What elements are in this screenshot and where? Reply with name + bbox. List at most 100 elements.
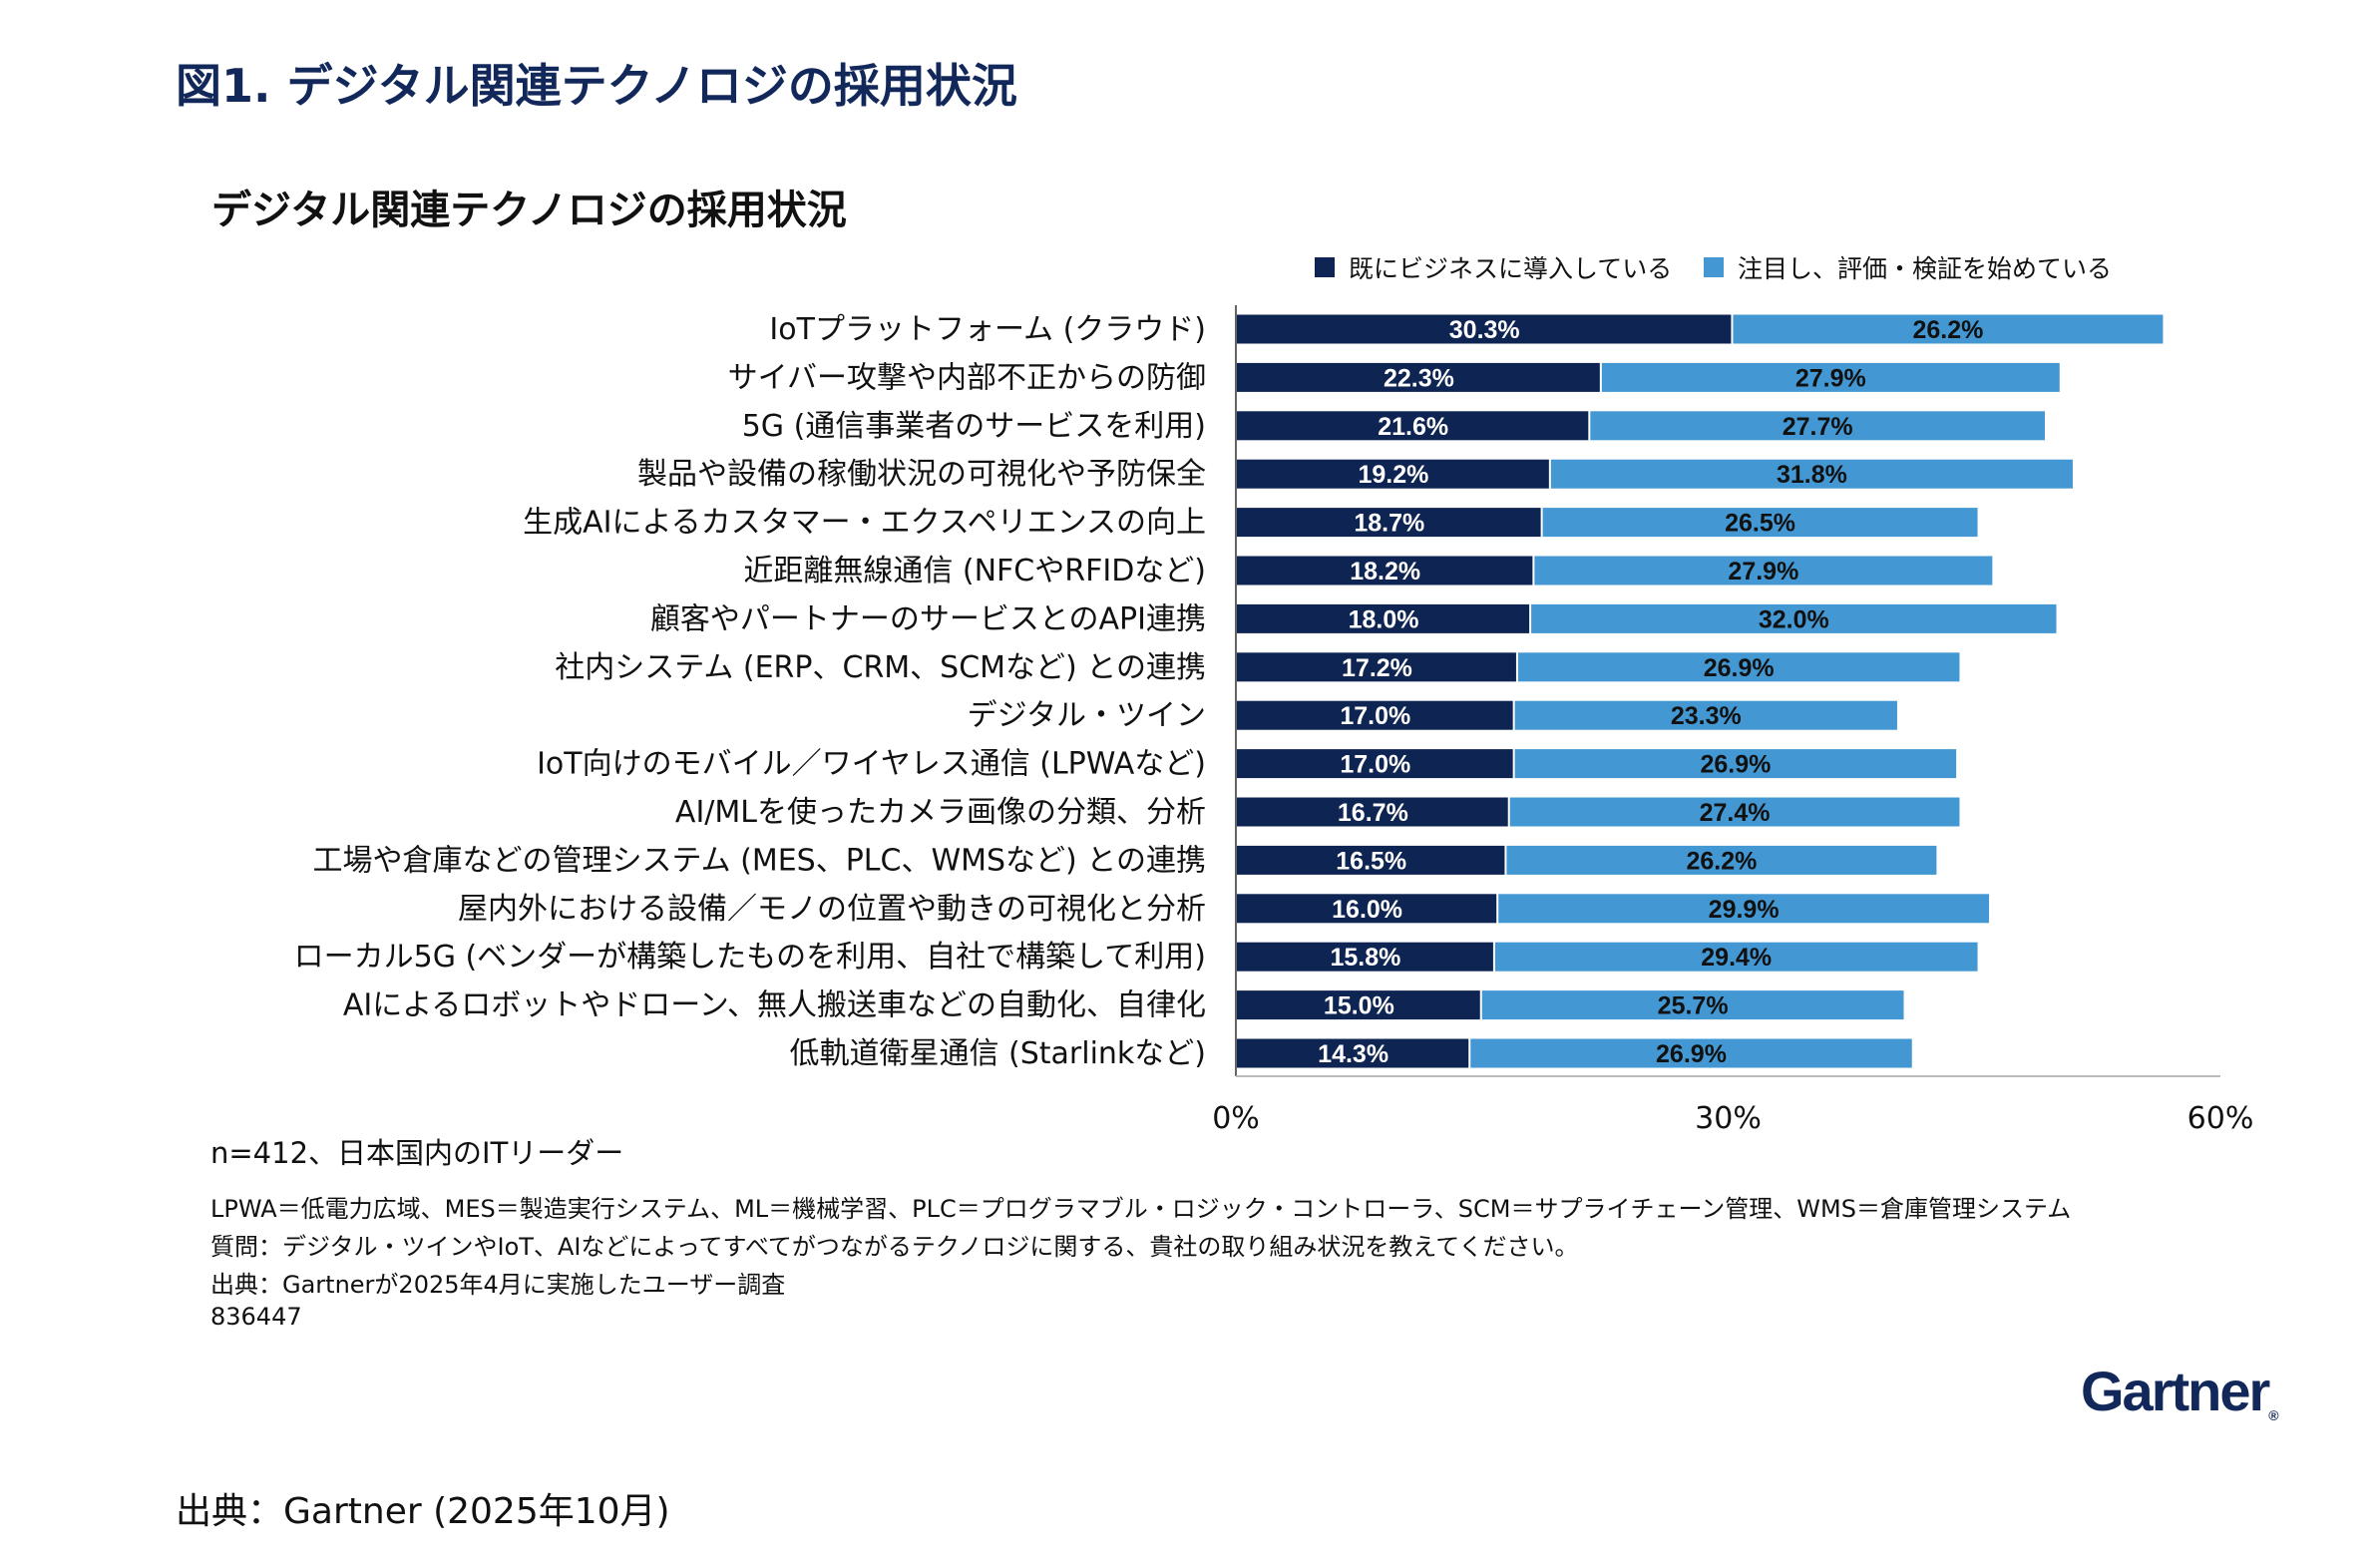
bar-adopted: [1236, 314, 1732, 344]
data-label: 22.3%: [1384, 364, 1454, 392]
bar-adopted: [1236, 652, 1516, 682]
data-label: 16.5%: [1336, 847, 1406, 875]
bar-considering: [1498, 894, 1990, 924]
chart-title: デジタル関連テクノロジの採用状況: [211, 188, 847, 233]
bar-considering: [1514, 749, 1957, 779]
bar-considering: [1550, 459, 2073, 489]
abbreviation-note: LPWA＝低電力広域、MES＝製造実行システム、ML＝機械学習、PLC＝プログラ…: [210, 1195, 2072, 1223]
gartner-logo: Gartner®: [2081, 1360, 2279, 1423]
source-caption: 出典：Gartner (2025年10月): [176, 1491, 670, 1532]
bar-adopted: [1236, 990, 1480, 1020]
bar-adopted: [1236, 603, 1530, 633]
data-label: 31.8%: [1777, 461, 1847, 489]
bar-adopted: [1236, 1038, 1469, 1068]
data-label: 21.6%: [1378, 413, 1448, 441]
sample-note: n=412、日本国内のITリーダー: [210, 1136, 624, 1170]
category-label: 屋内外における設備／モノの位置や動きの可視化と分析: [458, 892, 1206, 927]
data-label: 27.9%: [1795, 364, 1866, 392]
category-label: サイバー攻撃や内部不正からの防御: [728, 360, 1206, 395]
bar-considering: [1534, 556, 1993, 586]
category-label: 工場や倉庫などの管理システム (MES、PLC、WMSなど) との連携: [312, 843, 1206, 878]
data-label: 27.7%: [1783, 413, 1853, 441]
document-id: 836447: [210, 1303, 302, 1331]
bar-adopted: [1236, 894, 1497, 924]
category-label: 近距離無線通信 (NFCやRFIDなど): [743, 554, 1206, 588]
category-label: 社内システム (ERP、CRM、SCMなど) との連携: [555, 650, 1206, 685]
bar-adopted: [1236, 942, 1493, 972]
data-label: 26.9%: [1700, 751, 1771, 779]
category-label: 5G (通信事業者のサービスを利用): [742, 409, 1206, 444]
data-label: 17.0%: [1340, 702, 1410, 730]
data-label: 26.9%: [1656, 1040, 1727, 1068]
data-label: 26.5%: [1725, 510, 1795, 538]
bar-chart: IoTプラットフォーム (クラウド) 30.3% 26.2% サイバー攻撃や内部不正か…: [294, 305, 2254, 1136]
data-label: 29.9%: [1709, 896, 1780, 924]
bar-adopted: [1236, 459, 1549, 489]
data-label: 16.0%: [1332, 896, 1402, 924]
bar-considering: [1531, 603, 2057, 633]
data-label: 16.7%: [1338, 799, 1408, 827]
bar-considering: [1601, 362, 2060, 392]
data-label: 19.2%: [1358, 461, 1428, 489]
category-label: AI/MLを使ったカメラ画像の分類、分析: [675, 795, 1206, 830]
data-label: 29.4%: [1701, 944, 1772, 972]
survey-source-note: 出典：Gartnerが2025年4月に実施したユーザー調査: [210, 1271, 786, 1299]
legend-swatch-adopted: [1315, 257, 1335, 277]
bar-adopted: [1236, 797, 1508, 827]
legend-item-considering: 注目し、評価・検証を始めている: [1704, 249, 2112, 285]
bar-considering: [1733, 314, 2164, 344]
data-label: 18.2%: [1350, 558, 1420, 586]
logo-text: Gartner: [2081, 1360, 2270, 1422]
category-label: IoT向けのモバイル／ワイヤレス通信 (LPWAなど): [537, 747, 1206, 782]
data-label: 15.8%: [1331, 944, 1401, 972]
category-label: AIによるロボットやドローン、無人搬送車などの自動化、自律化: [343, 988, 1206, 1023]
bar-considering: [1470, 1038, 1912, 1068]
data-label: 17.2%: [1342, 654, 1412, 682]
data-label: 14.3%: [1318, 1040, 1388, 1068]
data-label: 17.0%: [1340, 751, 1410, 779]
category-label: デジタル・ツイン: [968, 698, 1206, 733]
data-label: 27.9%: [1728, 558, 1798, 586]
legend-item-adopted: 既にビジネスに導入している: [1315, 249, 1672, 285]
category-label: ローカル5G (ベンダーが構築したものを利用、自社で構築して利用): [294, 940, 1206, 975]
data-label: 15.0%: [1324, 992, 1394, 1020]
bar-considering: [1590, 411, 2045, 441]
x-tick-label: 0%: [1212, 1101, 1260, 1136]
category-label: 製品や設備の稼働状況の可視化や予防保全: [637, 457, 1206, 492]
bar-considering: [1542, 508, 1978, 538]
bar-adopted: [1236, 362, 1600, 392]
bar-considering: [1514, 700, 1897, 730]
x-tick-label: 30%: [1695, 1101, 1762, 1136]
legend-label: 既にビジネスに導入している: [1349, 254, 1673, 283]
data-label: 26.9%: [1704, 654, 1775, 682]
data-label: 18.7%: [1354, 510, 1424, 538]
data-label: 25.7%: [1658, 992, 1729, 1020]
question-note: 質問：デジタル・ツインやIoT、AIなどによってすべてがつながるテクノロジに関す…: [210, 1233, 1579, 1261]
bar-adopted: [1236, 700, 1513, 730]
bar-considering: [1494, 942, 1978, 972]
bar-adopted: [1236, 508, 1541, 538]
data-label: 30.3%: [1449, 316, 1520, 344]
data-label: 26.2%: [1912, 316, 1983, 344]
category-label: 顧客やパートナーのサービスとのAPI連携: [650, 601, 1206, 636]
category-label: 低軌道衛星通信 (Starlinkなど): [789, 1036, 1206, 1071]
category-label: 生成AIによるカスタマー・エクスペリエンスの向上: [523, 506, 1206, 541]
bar-adopted: [1236, 556, 1533, 586]
data-label: 23.3%: [1671, 702, 1742, 730]
bar-considering: [1509, 797, 1960, 827]
category-label: IoTプラットフォーム (クラウド): [769, 312, 1206, 347]
legend-swatch-considering: [1704, 257, 1724, 277]
bar-adopted: [1236, 749, 1513, 779]
x-tick-label: 60%: [2187, 1101, 2254, 1136]
bar-adopted: [1236, 411, 1589, 441]
data-label: 27.4%: [1700, 799, 1771, 827]
bar-adopted: [1236, 845, 1505, 875]
data-label: 26.2%: [1686, 847, 1757, 875]
data-label: 18.0%: [1349, 605, 1419, 633]
bar-considering: [1481, 990, 1904, 1020]
bar-considering: [1517, 652, 1960, 682]
bar-considering: [1506, 845, 1937, 875]
figure-title: 図1. デジタル関連テクノロジの採用状況: [176, 59, 1017, 113]
data-label: 32.0%: [1759, 605, 1829, 633]
legend-label: 注目し、評価・検証を始めている: [1738, 254, 2113, 283]
